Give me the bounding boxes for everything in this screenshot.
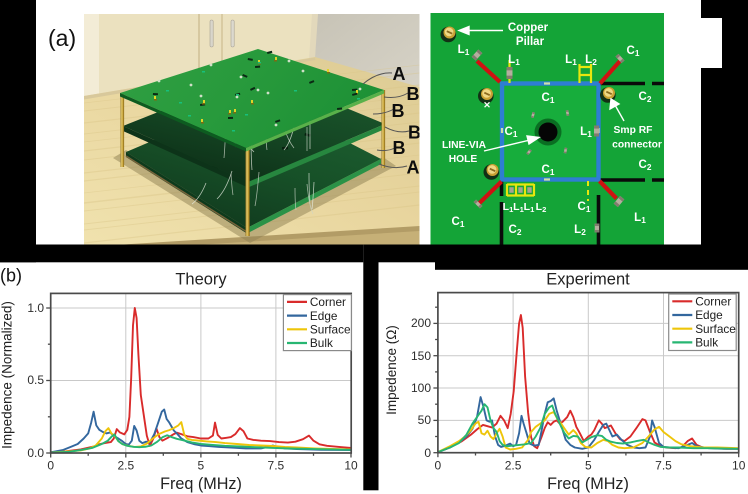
svg-text:Theory: Theory [175,271,227,289]
svg-text:0: 0 [424,446,431,460]
svg-text:(b): (b) [0,266,22,286]
svg-text:Pillar: Pillar [516,36,545,48]
svg-text:Impedence (Ω): Impedence (Ω) [384,325,399,415]
svg-text:7.5: 7.5 [268,459,285,473]
svg-text:L1: L1 [458,44,470,57]
svg-text:Corner: Corner [695,295,731,309]
svg-text:2.5: 2.5 [117,459,134,473]
svg-text:1.0: 1.0 [27,301,44,315]
svg-text:C1: C1 [542,92,555,105]
svg-text:L1: L1 [508,54,520,67]
svg-text:0.0: 0.0 [27,446,44,460]
svg-text:Impedence (Normalized): Impedence (Normalized) [0,301,15,449]
svg-text:C2: C2 [639,159,652,172]
svg-text:100: 100 [411,381,431,395]
svg-text:Freq (MHz): Freq (MHz) [160,475,242,493]
svg-text:150: 150 [411,349,431,363]
svg-text:L1: L1 [503,201,514,214]
svg-text:Freq (MHz): Freq (MHz) [547,475,629,493]
svg-text:5: 5 [198,459,205,473]
svg-text:C1: C1 [578,201,591,214]
svg-text:2.5: 2.5 [505,459,522,473]
svg-text:Copper: Copper [508,22,549,34]
svg-text:B: B [408,123,421,143]
svg-text:L1: L1 [580,126,592,139]
svg-text:0: 0 [435,459,442,473]
svg-text:A: A [393,64,406,84]
svg-text:B: B [393,138,406,158]
svg-text:Corner: Corner [310,295,346,309]
svg-text:Bulk: Bulk [310,336,333,350]
svg-text:200: 200 [411,316,431,330]
svg-text:LINE-VIA: LINE-VIA [442,140,487,151]
svg-text:A: A [407,158,420,178]
svg-text:7.5: 7.5 [655,459,672,473]
svg-text:Surface: Surface [695,322,736,336]
svg-text:Edge: Edge [310,309,338,323]
svg-text:Smp RF: Smp RF [614,125,653,136]
svg-text:connector: connector [612,140,662,151]
svg-text:L1: L1 [565,54,577,67]
svg-text:C1: C1 [542,164,555,177]
svg-text:C2: C2 [509,224,522,237]
svg-text:✕: ✕ [483,100,491,110]
svg-text:5: 5 [585,459,592,473]
svg-text:C1: C1 [452,216,465,229]
svg-text:0.5: 0.5 [27,373,44,387]
svg-text:10: 10 [732,459,746,473]
svg-text:50: 50 [418,413,432,427]
svg-text:0: 0 [47,459,54,473]
svg-text:L2: L2 [585,54,597,67]
svg-text:Edge: Edge [695,308,723,322]
svg-text:B: B [392,101,405,121]
svg-text:Experiment: Experiment [546,271,630,289]
svg-text:L2: L2 [536,201,547,214]
svg-text:L2: L2 [574,224,586,237]
svg-text:10: 10 [344,459,358,473]
svg-text:Surface: Surface [310,323,351,337]
svg-text:L1: L1 [524,201,535,214]
svg-text:L1: L1 [513,201,524,214]
svg-text:B: B [407,84,420,104]
svg-text:HOLE: HOLE [449,154,478,165]
svg-text:Bulk: Bulk [695,336,718,350]
svg-text:C1: C1 [627,45,640,58]
svg-text:(a): (a) [48,25,76,51]
svg-text:C1: C1 [505,126,518,139]
svg-text:C2: C2 [639,91,652,104]
svg-text:L1: L1 [634,212,646,225]
